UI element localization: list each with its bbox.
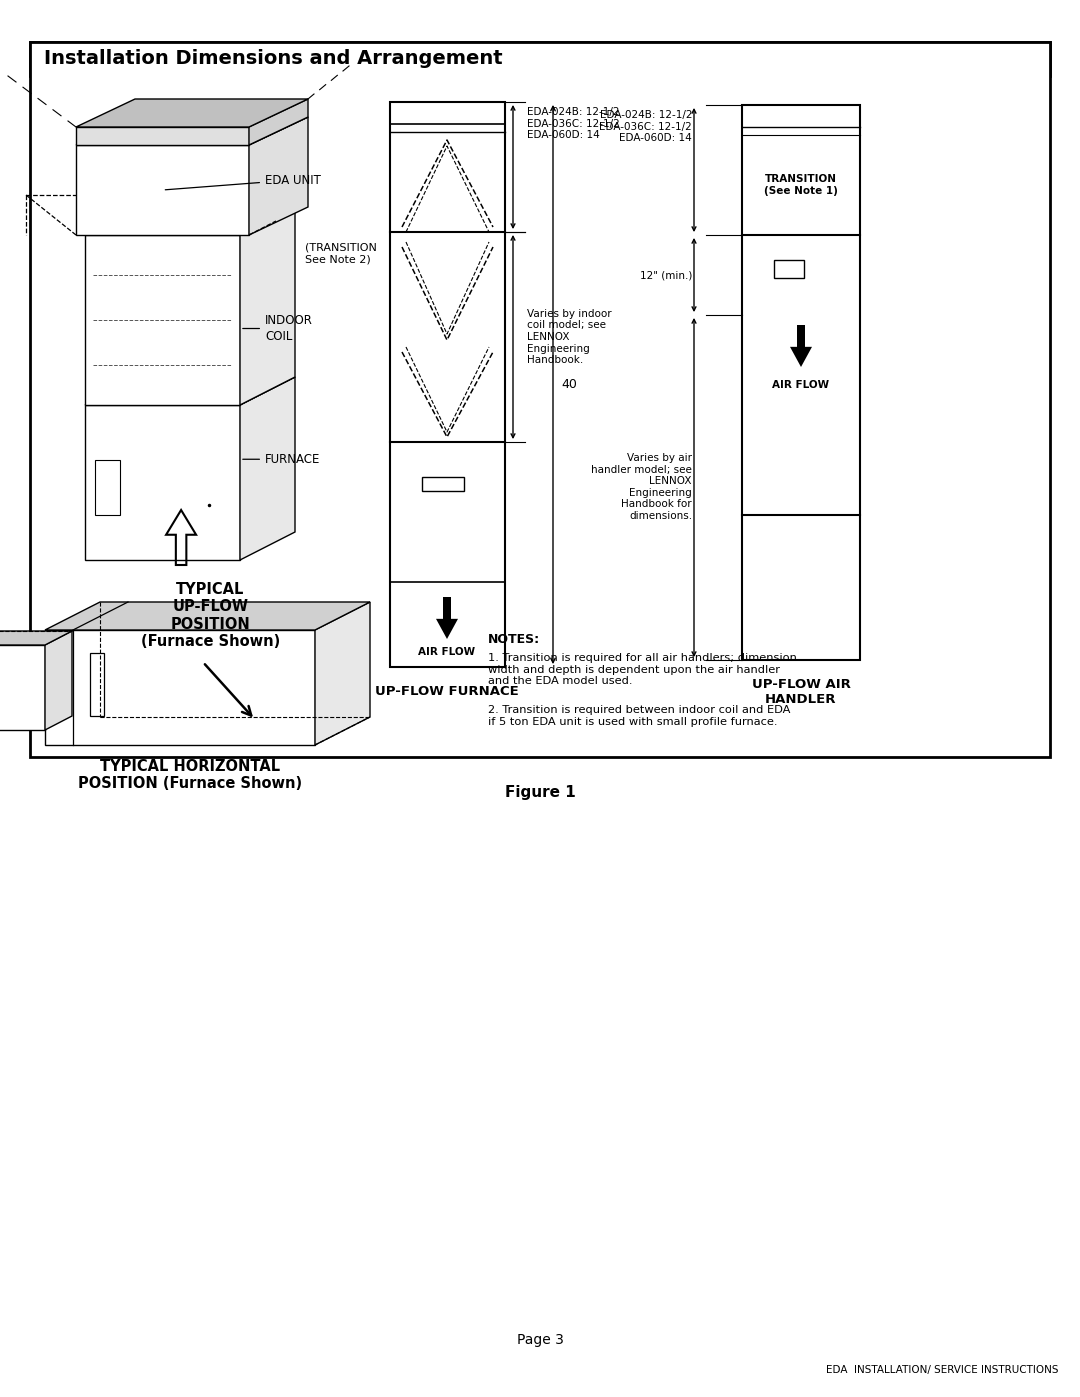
Bar (443, 597, 451, 619)
Polygon shape (76, 117, 308, 145)
Text: EDA-024B: 12-1/2
EDA-036C: 12-1/2
EDA-060D: 14: EDA-024B: 12-1/2 EDA-036C: 12-1/2 EDA-06… (599, 110, 692, 144)
Polygon shape (0, 631, 72, 645)
Polygon shape (240, 207, 295, 405)
Text: FURNACE: FURNACE (243, 453, 321, 465)
Polygon shape (45, 602, 370, 630)
Polygon shape (45, 631, 72, 731)
Text: EDA-024B: 12-1/2
EDA-036C: 12-1/2
EDA-060D: 14: EDA-024B: 12-1/2 EDA-036C: 12-1/2 EDA-06… (527, 108, 620, 140)
Polygon shape (85, 235, 240, 405)
Bar (90, 652, 104, 717)
Text: TYPICAL
UP-FLOW
POSITION
(Furnace Shown): TYPICAL UP-FLOW POSITION (Furnace Shown) (140, 583, 280, 650)
Polygon shape (85, 207, 295, 235)
Text: Page 3: Page 3 (516, 1333, 564, 1347)
Text: 12" (min.): 12" (min.) (639, 270, 692, 279)
Bar (422, 476, 464, 490)
Text: 40: 40 (561, 377, 577, 391)
Bar (390, 102, 505, 666)
Polygon shape (76, 145, 249, 235)
Text: UP-FLOW FURNACE: UP-FLOW FURNACE (375, 685, 518, 698)
Text: AIR FLOW: AIR FLOW (772, 380, 829, 390)
Text: TRANSITION
(See Note 1): TRANSITION (See Note 1) (764, 175, 838, 196)
Text: EDA  INSTALLATION/ SERVICE INSTRUCTIONS: EDA INSTALLATION/ SERVICE INSTRUCTIONS (825, 1365, 1058, 1375)
Text: 1. Transition is required for all air handlers; dimension
width and depth is dep: 1. Transition is required for all air ha… (488, 652, 797, 686)
Polygon shape (0, 645, 45, 731)
Text: 2. Transition is required between indoor coil and EDA
if 5 ton EDA unit is used : 2. Transition is required between indoor… (488, 705, 791, 726)
Text: (TRANSITION
See Note 2): (TRANSITION See Note 2) (305, 243, 377, 264)
Bar (30, 42, 1050, 75)
Bar (30, 42, 1050, 757)
Polygon shape (315, 602, 370, 745)
Text: NOTES:: NOTES: (488, 633, 540, 645)
Text: Varies by air
handler model; see
LENNOX
Engineering
Handbook for
dimensions.: Varies by air handler model; see LENNOX … (591, 453, 692, 521)
Bar (95, 460, 120, 515)
Text: Figure 1: Figure 1 (504, 785, 576, 800)
Polygon shape (85, 405, 240, 560)
Polygon shape (240, 377, 295, 560)
Text: EDA UNIT: EDA UNIT (165, 173, 321, 190)
Text: Varies by indoor
coil model; see
LENNOX
Engineering
Handbook.: Varies by indoor coil model; see LENNOX … (527, 309, 611, 365)
Polygon shape (85, 377, 295, 405)
Bar (774, 260, 804, 278)
Polygon shape (45, 630, 315, 745)
Polygon shape (76, 127, 249, 145)
Text: INDOOR
COIL: INDOOR COIL (243, 314, 313, 342)
Bar (742, 105, 860, 659)
Polygon shape (436, 619, 458, 638)
Polygon shape (789, 346, 812, 367)
Polygon shape (76, 99, 308, 127)
Text: TYPICAL HORIZONTAL
POSITION (Furnace Shown): TYPICAL HORIZONTAL POSITION (Furnace Sho… (78, 759, 302, 791)
Text: UP-FLOW AIR
HANDLER: UP-FLOW AIR HANDLER (752, 678, 850, 705)
Text: AIR FLOW: AIR FLOW (418, 647, 475, 657)
Polygon shape (249, 117, 308, 235)
Text: Installation Dimensions and Arrangement: Installation Dimensions and Arrangement (44, 49, 502, 68)
Bar (797, 326, 806, 346)
Polygon shape (249, 99, 308, 145)
